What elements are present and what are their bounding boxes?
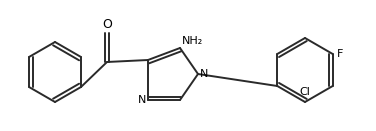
- Text: N: N: [138, 95, 146, 105]
- Text: Cl: Cl: [300, 87, 311, 97]
- Text: NH₂: NH₂: [182, 36, 203, 46]
- Text: N: N: [200, 69, 208, 79]
- Text: O: O: [102, 18, 112, 31]
- Text: F: F: [337, 49, 343, 59]
